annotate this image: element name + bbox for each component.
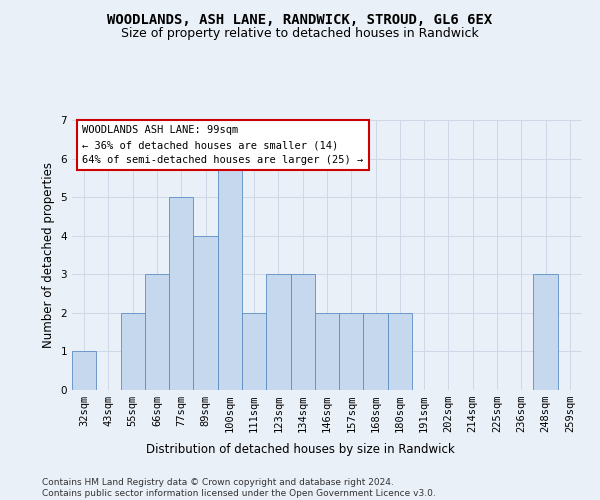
Bar [121,313,145,390]
Bar [218,158,242,390]
Bar [72,352,96,390]
Bar [266,274,290,390]
Y-axis label: Number of detached properties: Number of detached properties [42,162,55,348]
Text: Contains HM Land Registry data © Crown copyright and database right 2024.
Contai: Contains HM Land Registry data © Crown c… [42,478,436,498]
Text: WOODLANDS ASH LANE: 99sqm
← 36% of detached houses are smaller (14)
64% of semi-: WOODLANDS ASH LANE: 99sqm ← 36% of detac… [82,126,364,165]
Text: WOODLANDS, ASH LANE, RANDWICK, STROUD, GL6 6EX: WOODLANDS, ASH LANE, RANDWICK, STROUD, G… [107,12,493,26]
Bar [290,274,315,390]
Bar [145,274,169,390]
Bar [364,313,388,390]
Bar [169,197,193,390]
Bar [533,274,558,390]
Bar [388,313,412,390]
Bar [315,313,339,390]
Text: Size of property relative to detached houses in Randwick: Size of property relative to detached ho… [121,28,479,40]
Bar [242,313,266,390]
Bar [339,313,364,390]
Bar [193,236,218,390]
Text: Distribution of detached houses by size in Randwick: Distribution of detached houses by size … [146,442,454,456]
